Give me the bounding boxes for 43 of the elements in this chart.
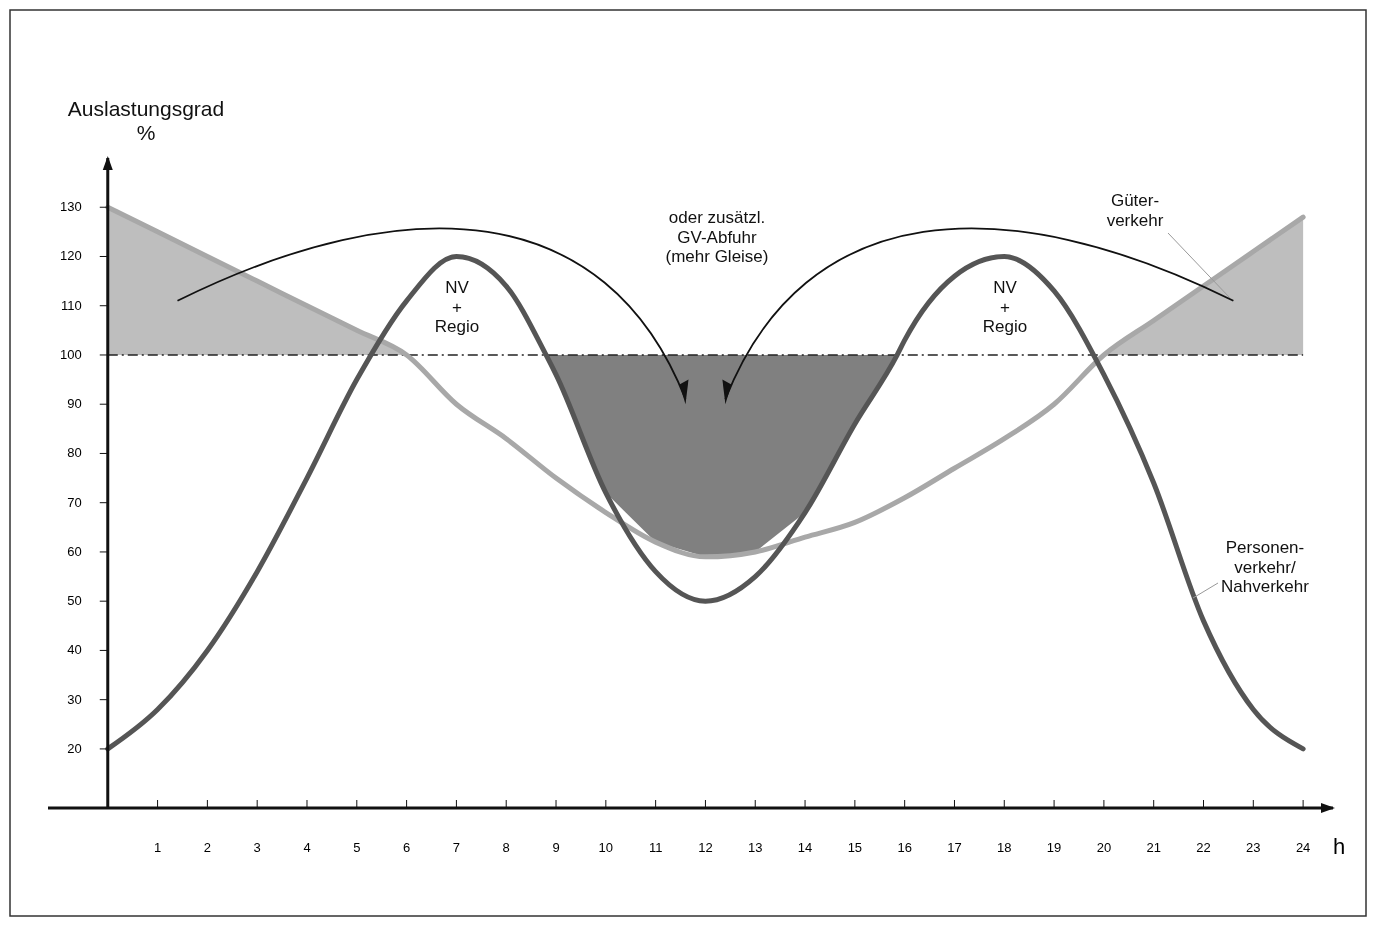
x-tick-label: 1 xyxy=(153,840,162,855)
x-tick-label: 24 xyxy=(1295,840,1311,855)
y-tick-label: 70 xyxy=(67,494,82,510)
y-tick-label: 50 xyxy=(67,593,82,609)
x-tick-label: 23 xyxy=(1246,840,1261,855)
y-axis-title: Auslastungsgrad % xyxy=(67,97,225,145)
x-tick-label: 13 xyxy=(748,840,763,855)
x-tick-label: 7 xyxy=(452,840,461,855)
x-tick-label: 17 xyxy=(947,840,962,855)
x-tick-label: 22 xyxy=(1196,840,1211,855)
annotation: oder zusätzl. GV-Abfuhr (mehr Gleise) xyxy=(665,208,769,267)
y-tick-label: 130 xyxy=(60,199,82,215)
x-tick-label: 15 xyxy=(847,840,863,855)
x-tick-label: 3 xyxy=(253,840,261,855)
x-tick-label: 8 xyxy=(502,840,510,855)
x-tick-label: 16 xyxy=(897,840,912,855)
y-tick-label: 60 xyxy=(67,543,82,559)
x-tick-label: 9 xyxy=(552,840,560,855)
y-tick-label: 120 xyxy=(60,248,82,264)
y-tick-label: 100 xyxy=(60,346,82,362)
x-tick-label: 11 xyxy=(648,840,663,855)
y-tick-label: 30 xyxy=(67,691,82,707)
x-tick-label: 4 xyxy=(303,840,311,855)
x-tick-label: 20 xyxy=(1096,840,1112,855)
x-tick-label: 6 xyxy=(402,840,411,855)
x-tick-label: 18 xyxy=(997,840,1012,855)
x-tick-label: 2 xyxy=(203,840,211,855)
x-axis-title: h xyxy=(1333,834,1346,859)
annotation: NV + Regio xyxy=(982,278,1028,337)
x-tick-label: 14 xyxy=(797,840,813,855)
y-tick-label: 40 xyxy=(67,642,82,658)
y-tick-label: 90 xyxy=(67,396,82,412)
y-tick-label: 80 xyxy=(67,445,82,461)
annotation: Personen- verkehr/ Nahverkehr xyxy=(1221,538,1310,597)
y-tick-label: 20 xyxy=(67,740,82,756)
annotation: NV + Regio xyxy=(434,278,480,337)
x-tick-label: 10 xyxy=(598,840,614,855)
x-tick-label: 19 xyxy=(1046,840,1062,855)
x-tick-label: 21 xyxy=(1146,840,1161,855)
x-tick-label: 5 xyxy=(353,840,361,855)
x-tick-label: 12 xyxy=(698,840,713,855)
y-tick-label: 110 xyxy=(61,297,82,313)
annotation: Güter- verkehr xyxy=(1106,191,1164,230)
